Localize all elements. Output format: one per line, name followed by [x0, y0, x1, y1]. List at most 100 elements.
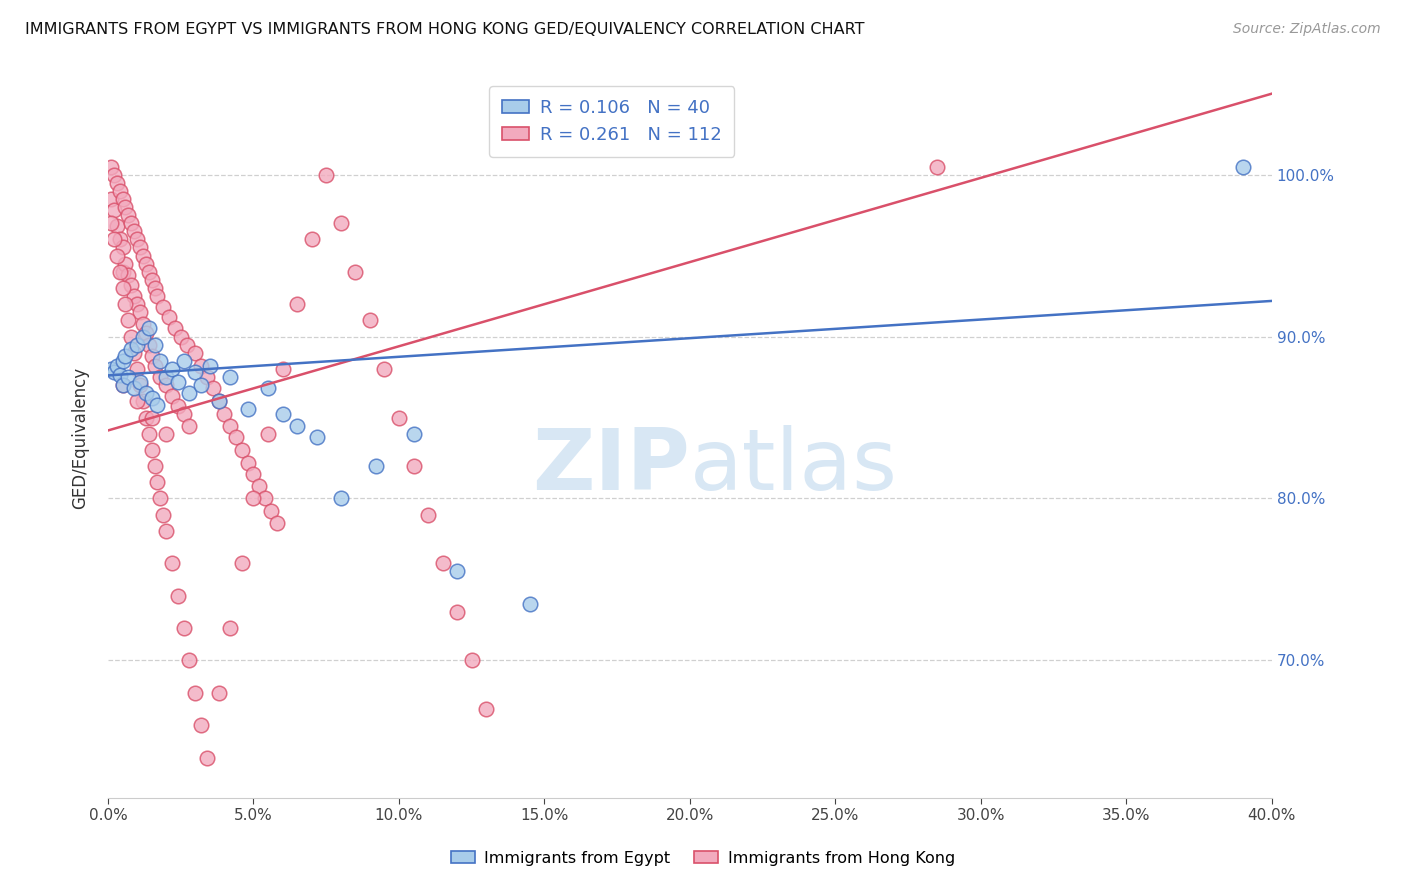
Point: [127, 337, 149, 351]
Point: [285, 297, 308, 311]
Point: [195, 750, 218, 764]
Point: [416, 508, 439, 522]
Point: [146, 398, 169, 412]
Point: [100, 160, 122, 174]
Point: [460, 653, 482, 667]
Point: [114, 349, 136, 363]
Point: [129, 240, 152, 254]
Text: Source: ZipAtlas.com: Source: ZipAtlas.com: [1233, 22, 1381, 37]
Point: [141, 410, 163, 425]
Point: [1232, 160, 1254, 174]
Point: [117, 313, 139, 327]
Point: [143, 337, 166, 351]
Point: [149, 491, 172, 506]
Point: [155, 378, 177, 392]
Point: [127, 297, 149, 311]
Point: [152, 508, 174, 522]
Point: [141, 349, 163, 363]
Point: [135, 410, 157, 425]
Point: [432, 556, 454, 570]
Point: [122, 345, 145, 359]
Point: [117, 208, 139, 222]
Point: [132, 394, 155, 409]
Point: [173, 407, 195, 421]
Point: [129, 305, 152, 319]
Point: [132, 329, 155, 343]
Point: [176, 337, 198, 351]
Point: [166, 399, 188, 413]
Y-axis label: GED/Equivalency: GED/Equivalency: [72, 367, 89, 508]
Point: [143, 459, 166, 474]
Point: [179, 418, 201, 433]
Point: [219, 418, 242, 433]
Point: [160, 389, 183, 403]
Point: [103, 203, 125, 218]
Point: [266, 516, 288, 530]
Point: [254, 491, 277, 506]
Point: [149, 354, 172, 368]
Point: [257, 381, 280, 395]
Point: [114, 297, 136, 311]
Point: [155, 370, 177, 384]
Point: [301, 232, 323, 246]
Point: [111, 240, 134, 254]
Point: [231, 442, 253, 457]
Point: [225, 430, 247, 444]
Point: [173, 354, 195, 368]
Text: IMMIGRANTS FROM EGYPT VS IMMIGRANTS FROM HONG KONG GED/EQUIVALENCY CORRELATION C: IMMIGRANTS FROM EGYPT VS IMMIGRANTS FROM…: [25, 22, 865, 37]
Point: [143, 281, 166, 295]
Point: [179, 386, 201, 401]
Point: [184, 686, 207, 700]
Point: [114, 257, 136, 271]
Point: [166, 375, 188, 389]
Point: [307, 430, 329, 444]
Point: [108, 184, 131, 198]
Point: [122, 224, 145, 238]
Point: [207, 394, 229, 409]
Point: [129, 378, 152, 392]
Point: [190, 359, 212, 373]
Point: [111, 192, 134, 206]
Point: [242, 491, 264, 506]
Point: [108, 265, 131, 279]
Point: [155, 426, 177, 441]
Point: [127, 362, 149, 376]
Point: [103, 168, 125, 182]
Point: [135, 257, 157, 271]
Text: ZIP: ZIP: [533, 425, 690, 508]
Point: [127, 394, 149, 409]
Point: [285, 418, 308, 433]
Point: [271, 362, 294, 376]
Point: [120, 343, 142, 357]
Point: [207, 686, 229, 700]
Point: [138, 426, 160, 441]
Point: [111, 354, 134, 368]
Point: [111, 265, 134, 279]
Point: [132, 249, 155, 263]
Point: [132, 317, 155, 331]
Point: [100, 362, 122, 376]
Point: [111, 281, 134, 295]
Point: [446, 565, 468, 579]
Point: [105, 219, 128, 234]
Point: [364, 459, 387, 474]
Point: [329, 491, 352, 506]
Point: [111, 378, 134, 392]
Point: [105, 249, 128, 263]
Point: [141, 442, 163, 457]
Point: [160, 362, 183, 376]
Point: [103, 365, 125, 379]
Point: [157, 310, 180, 325]
Point: [114, 200, 136, 214]
Point: [155, 524, 177, 538]
Point: [141, 391, 163, 405]
Point: [138, 337, 160, 351]
Point: [519, 597, 541, 611]
Point: [146, 289, 169, 303]
Text: atlas: atlas: [690, 425, 898, 508]
Point: [129, 375, 152, 389]
Point: [100, 216, 122, 230]
Point: [201, 381, 224, 395]
Point: [242, 467, 264, 482]
Legend: Immigrants from Egypt, Immigrants from Hong Kong: Immigrants from Egypt, Immigrants from H…: [441, 841, 965, 875]
